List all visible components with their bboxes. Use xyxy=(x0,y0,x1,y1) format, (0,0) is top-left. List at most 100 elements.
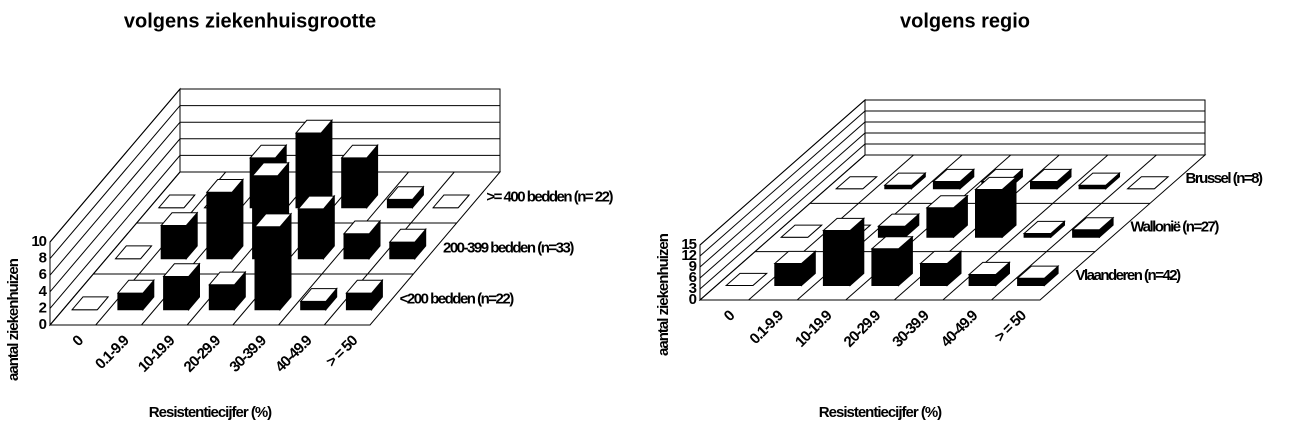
x-tick-label: 20-29.9 xyxy=(841,307,885,351)
bar-front xyxy=(1030,181,1058,190)
bar-front xyxy=(297,208,324,260)
bar-top xyxy=(249,144,288,159)
bar xyxy=(205,178,244,261)
bar-top xyxy=(162,263,201,277)
bar-side xyxy=(320,118,333,210)
bar xyxy=(932,168,976,190)
grid-line xyxy=(699,121,1205,268)
x-tick-label: 10-19.9 xyxy=(792,307,836,351)
bar-top xyxy=(299,288,338,302)
bar-front xyxy=(975,189,1003,238)
bar-top xyxy=(925,195,969,209)
grid-line xyxy=(699,110,1205,257)
bar xyxy=(1022,220,1066,239)
bar-front xyxy=(208,284,235,311)
bar xyxy=(919,250,963,287)
bar-side xyxy=(231,178,244,261)
bar-front xyxy=(926,207,955,238)
bar-front xyxy=(160,225,187,260)
bar xyxy=(870,235,914,287)
x-axis-title: Resistentiecijfer (%) xyxy=(149,404,272,421)
bar-top xyxy=(1022,220,1066,234)
bar xyxy=(967,261,1011,287)
bar xyxy=(432,194,471,209)
y-tick-label: 10 xyxy=(31,233,46,250)
bar-top xyxy=(386,186,425,200)
grid-line xyxy=(49,171,500,326)
bar-top xyxy=(340,144,379,159)
y-tick-label: 6 xyxy=(689,269,697,286)
grid-line xyxy=(49,154,500,309)
bar xyxy=(157,194,196,209)
bar-top xyxy=(773,250,817,264)
bar-top xyxy=(1029,168,1073,182)
bar-front xyxy=(163,276,190,311)
bar-top xyxy=(779,224,824,238)
bar-top xyxy=(883,172,927,186)
series-label: 200-399 bedden (n=33) xyxy=(443,239,574,256)
bar-front xyxy=(1078,184,1107,190)
grid-line xyxy=(49,88,500,243)
bar-top xyxy=(877,213,921,227)
bar-top xyxy=(967,261,1011,275)
bar-top xyxy=(157,194,196,209)
bar-front xyxy=(341,157,368,209)
bar-top xyxy=(388,228,427,243)
bar-front xyxy=(1017,277,1045,286)
bar xyxy=(162,262,201,312)
x-axis-title: Resistentiecijfer (%) xyxy=(819,404,942,421)
bar-side xyxy=(279,212,292,312)
bar xyxy=(773,250,817,287)
bar-top xyxy=(919,250,963,264)
x-tick-label: 0.1-9.9 xyxy=(92,332,133,373)
bar-front xyxy=(343,233,370,260)
floor-line xyxy=(991,154,1157,301)
bar-top xyxy=(1016,265,1060,279)
bar-top xyxy=(253,213,293,228)
bar xyxy=(883,171,927,190)
bar xyxy=(71,296,110,311)
bar-top xyxy=(160,212,199,226)
bar-top xyxy=(297,195,336,210)
grid-line xyxy=(699,99,1205,246)
bar-top xyxy=(724,272,769,286)
y-tick-label: 15 xyxy=(681,236,696,253)
bar xyxy=(388,227,427,261)
bar-top xyxy=(974,176,1018,190)
x-tick-label: 30-39.9 xyxy=(226,332,270,376)
bar-top xyxy=(208,271,247,286)
bar-front xyxy=(871,248,900,286)
bar-top xyxy=(114,245,153,260)
bar xyxy=(1126,176,1170,190)
bar-front xyxy=(117,292,144,311)
bar-front xyxy=(920,263,948,286)
bar-top xyxy=(1077,172,1121,186)
x-tick-label: 30-39.9 xyxy=(889,307,933,351)
bar xyxy=(299,287,338,312)
bar-top xyxy=(116,279,155,294)
y-tick-label: 4 xyxy=(39,283,48,300)
y-tick-label: 0 xyxy=(39,316,47,333)
x-tick-label: > = 50 xyxy=(991,307,1029,345)
x-tick-label: 10-19.9 xyxy=(135,332,179,376)
bar xyxy=(974,176,1018,239)
grid-line xyxy=(49,138,500,293)
y-tick-label: 6 xyxy=(39,266,47,283)
bar xyxy=(1029,168,1073,190)
grid-line xyxy=(49,105,500,259)
bar-front xyxy=(877,225,906,238)
y-tick-label: 12 xyxy=(681,247,696,264)
bar xyxy=(877,212,921,239)
bar-top xyxy=(345,279,384,294)
bar-top xyxy=(1126,176,1170,190)
bar xyxy=(345,278,384,312)
series-label: >= 400 bedden (n= 22) xyxy=(486,188,613,205)
bar xyxy=(114,245,153,260)
bar xyxy=(116,278,155,312)
chart-title: volgens regio xyxy=(900,10,1030,32)
series-label: Brussel (n=8) xyxy=(1186,170,1263,187)
bar-top xyxy=(822,217,866,231)
x-tick-label: 40-49.9 xyxy=(938,307,982,351)
